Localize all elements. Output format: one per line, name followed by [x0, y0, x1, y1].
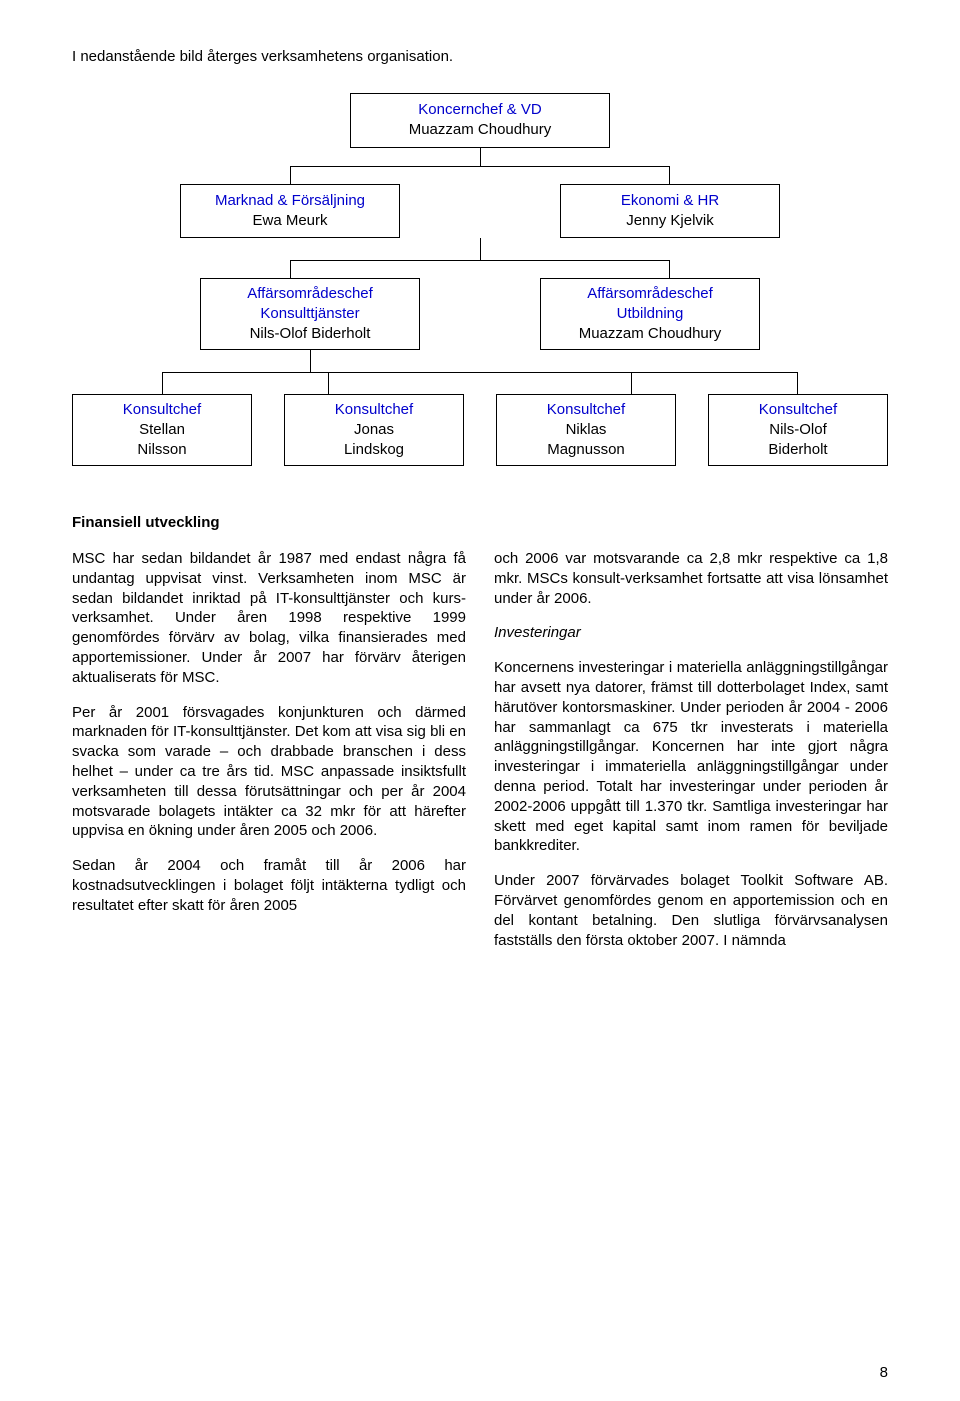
org-vtick: [669, 166, 670, 184]
org-row-1: Koncernchef & VD Muazzam Choudhury: [72, 93, 888, 148]
body-paragraph: Under 2007 förvärvades bolaget Toolkit S…: [494, 871, 888, 950]
org-box-title: Marknad & Försäljning: [191, 191, 389, 211]
org-box-consult-chief-4: Konsultchef Nils-Olof Biderholt: [708, 394, 888, 466]
org-box-subtitle: Konsulttjänster: [211, 304, 409, 324]
org-box-title: Koncernchef & VD: [361, 100, 599, 120]
org-row-2: Marknad & Försäljning Ewa Meurk Ekonomi …: [72, 184, 888, 239]
org-row-4: Konsultchef Stellan Nilsson Konsultchef …: [72, 394, 888, 466]
org-vtick: [669, 260, 670, 278]
org-box-subtitle: Utbildning: [551, 304, 749, 324]
org-box-name: Lindskog: [295, 440, 453, 460]
body-paragraph: Koncernens investeringar i materiella an…: [494, 658, 888, 856]
org-vtick: [797, 372, 798, 394]
org-hbar: [162, 372, 798, 373]
body-column-left: MSC har sedan bildandet år 1987 med enda…: [72, 549, 466, 950]
org-vtick: [290, 166, 291, 184]
org-box-consult-chief-1: Konsultchef Stellan Nilsson: [72, 394, 252, 466]
body-paragraph: och 2006 var motsvarande ca 2,8 mkr resp…: [494, 549, 888, 608]
org-vtick: [310, 350, 311, 372]
org-connector-bar: [72, 372, 888, 394]
org-vtick: [631, 372, 632, 394]
org-box-name: Magnusson: [507, 440, 665, 460]
org-box-title: Konsultchef: [83, 400, 241, 420]
body-paragraph: Per år 2001 försvagades konjunkturen och…: [72, 703, 466, 842]
org-hbar: [290, 260, 670, 261]
intro-text: I nedanstående bild återges verksamheten…: [72, 48, 888, 65]
org-box-title: Konsultchef: [719, 400, 877, 420]
org-box-finance-hr: Ekonomi & HR Jenny Kjelvik: [560, 184, 780, 239]
org-connector: [480, 238, 481, 260]
org-hbar: [290, 166, 670, 167]
org-vtick: [162, 372, 163, 394]
org-vtick: [290, 260, 291, 278]
org-connector: [480, 148, 481, 166]
org-box-name: Niklas: [507, 420, 665, 440]
body-paragraph: Sedan år 2004 och framåt till år 2006 ha…: [72, 856, 466, 915]
org-box-name: Nils-Olof: [719, 420, 877, 440]
body-paragraph: MSC har sedan bildandet år 1987 med enda…: [72, 549, 466, 688]
org-chart: Koncernchef & VD Muazzam Choudhury Markn…: [72, 93, 888, 466]
org-box-marketing: Marknad & Försäljning Ewa Meurk: [180, 184, 400, 239]
document-page: I nedanstående bild återges verksamheten…: [0, 0, 960, 1401]
org-box-name: Biderholt: [719, 440, 877, 460]
org-box-ceo: Koncernchef & VD Muazzam Choudhury: [350, 93, 610, 148]
org-box-title: Affärsområdeschef: [211, 284, 409, 304]
org-box-name: Nilsson: [83, 440, 241, 460]
org-box-title: Ekonomi & HR: [571, 191, 769, 211]
org-box-business-area-education: Affärsområdeschef Utbildning Muazzam Cho…: [540, 278, 760, 350]
org-box-name: Ewa Meurk: [191, 211, 389, 231]
org-box-title: Konsultchef: [507, 400, 665, 420]
org-vtick: [328, 372, 329, 394]
org-box-business-area-consult: Affärsområdeschef Konsulttjänster Nils-O…: [200, 278, 420, 350]
org-box-title: Affärsområdeschef: [551, 284, 749, 304]
section-heading: Finansiell utveckling: [72, 514, 888, 531]
body-subheading: Investeringar: [494, 623, 888, 643]
org-box-consult-chief-3: Konsultchef Niklas Magnusson: [496, 394, 676, 466]
org-box-name: Muazzam Choudhury: [361, 120, 599, 140]
org-box-consult-chief-2: Konsultchef Jonas Lindskog: [284, 394, 464, 466]
org-box-name: Muazzam Choudhury: [551, 324, 749, 344]
org-box-name: Stellan: [83, 420, 241, 440]
body-columns: MSC har sedan bildandet år 1987 med enda…: [72, 549, 888, 950]
org-box-title: Konsultchef: [295, 400, 453, 420]
page-number: 8: [880, 1364, 888, 1381]
org-box-name: Jenny Kjelvik: [571, 211, 769, 231]
org-connector: [72, 350, 888, 372]
org-box-name: Jonas: [295, 420, 453, 440]
org-row-3: Affärsområdeschef Konsulttjänster Nils-O…: [72, 278, 888, 350]
org-connector-bar: [72, 260, 888, 278]
body-column-right: och 2006 var motsvarande ca 2,8 mkr resp…: [494, 549, 888, 950]
org-connector-bar: [72, 166, 888, 184]
org-box-name: Nils-Olof Biderholt: [211, 324, 409, 344]
